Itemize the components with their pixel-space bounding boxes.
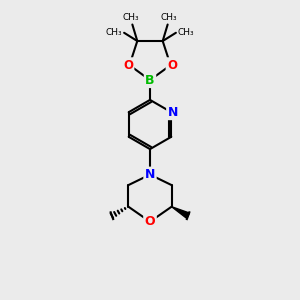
Polygon shape: [172, 207, 190, 218]
Text: O: O: [145, 215, 155, 228]
Text: CH₃: CH₃: [122, 13, 139, 22]
Text: N: N: [168, 106, 178, 119]
Text: N: N: [145, 168, 155, 181]
Text: CH₃: CH₃: [105, 28, 122, 37]
Text: O: O: [123, 59, 133, 72]
Text: CH₃: CH₃: [178, 28, 195, 37]
Text: O: O: [167, 59, 177, 72]
Text: B: B: [145, 74, 155, 87]
Text: CH₃: CH₃: [161, 13, 178, 22]
